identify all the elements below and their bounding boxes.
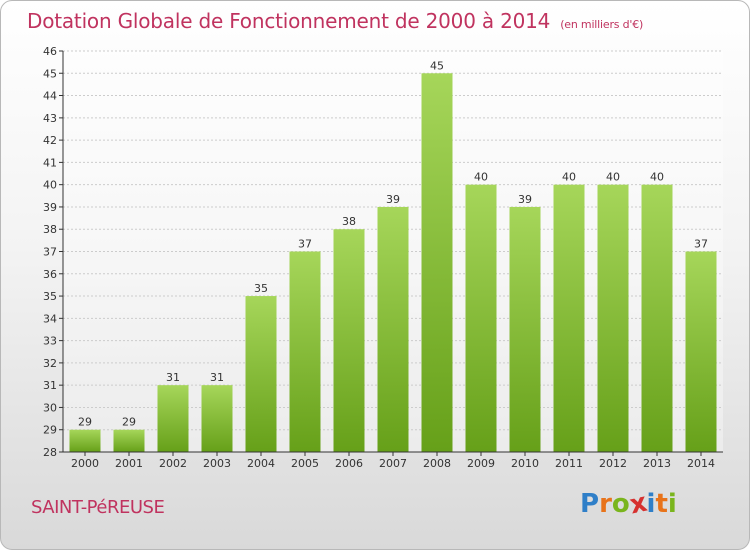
bar-value-label: 40 [474,171,488,184]
bar-value-label: 31 [166,371,180,384]
logo-letter: o [611,489,630,519]
y-tick-label: 30 [43,401,57,414]
x-tick-label: 2010 [511,457,539,470]
y-tick-label: 32 [43,357,57,370]
x-tick-label: 2008 [423,457,451,470]
x-tick-label: 2009 [467,457,495,470]
y-tick-label: 45 [43,67,57,80]
proxiti-logo: Proxiti [580,488,677,521]
x-tick-label: 2013 [643,457,671,470]
town-name: SAINT-PéREUSE [31,497,165,518]
logo-letter: i [646,489,656,519]
y-tick-label: 28 [43,446,57,459]
y-tick-label: 46 [43,45,57,58]
x-tick-label: 2014 [687,457,715,470]
bar [641,184,673,452]
bar [509,206,541,452]
y-tick-label: 29 [43,424,57,437]
chart-title-text: Dotation Globale de Fonctionnement de 20… [27,9,551,33]
bar [157,385,189,452]
x-tick-label: 2003 [203,457,231,470]
y-tick-label: 44 [43,90,57,103]
bar-value-label: 31 [210,371,224,384]
x-tick-label: 2007 [379,457,407,470]
chart-title: Dotation Globale de Fonctionnement de 20… [27,9,643,33]
bar-value-label: 29 [122,416,136,429]
x-tick-label: 2001 [115,457,143,470]
y-tick-label: 35 [43,290,57,303]
logo-letter: P [580,489,600,519]
y-tick-label: 31 [43,379,57,392]
bar-chart: 28 29 30 31 32 33 34 35 36 37 38 39 40 41 42 43 44 45 46 29… [43,45,723,470]
bar [465,184,497,452]
bar-value-label: 45 [430,59,444,72]
x-tick-label: 2011 [555,457,583,470]
bar [553,184,585,452]
bar [421,73,453,453]
bar [377,206,409,452]
bar-value-label: 37 [694,238,708,251]
x-tick-label: 2000 [71,457,99,470]
bar [333,229,365,452]
bar [685,251,717,452]
logo-letter: t [655,489,668,519]
bar-value-label: 38 [342,215,356,228]
y-tick-label: 40 [43,179,57,192]
y-tick-label: 36 [43,268,57,281]
bar-value-label: 39 [518,193,532,206]
bar-value-label: 39 [386,193,400,206]
bar [245,296,277,452]
logo-letter: r [599,489,612,519]
bar-value-label: 40 [606,171,620,184]
chart-subtitle: (en milliers d'€) [560,18,644,31]
bar-value-label: 40 [650,171,664,184]
y-tick-label: 43 [43,112,57,125]
x-tick-label: 2005 [291,457,319,470]
x-tick-label: 2004 [247,457,275,470]
x-tick-label: 2012 [599,457,627,470]
bar [201,385,233,452]
bar-value-label: 29 [78,416,92,429]
bar [113,429,145,452]
bar [289,251,321,452]
y-tick-label: 41 [43,156,57,169]
bar [69,429,101,452]
logo-letter: i [667,489,677,519]
bar-value-label: 37 [298,238,312,251]
bar-value-label: 35 [254,282,268,295]
y-tick-label: 39 [43,201,57,214]
bar-value-label: 40 [562,171,576,184]
x-tick-label: 2002 [159,457,187,470]
y-tick-label: 34 [43,312,57,325]
y-tick-label: 33 [43,335,57,348]
y-tick-label: 37 [43,246,57,259]
y-tick-label: 42 [43,134,57,147]
bar [597,184,629,452]
x-tick-label: 2006 [335,457,363,470]
y-tick-label: 38 [43,223,57,236]
